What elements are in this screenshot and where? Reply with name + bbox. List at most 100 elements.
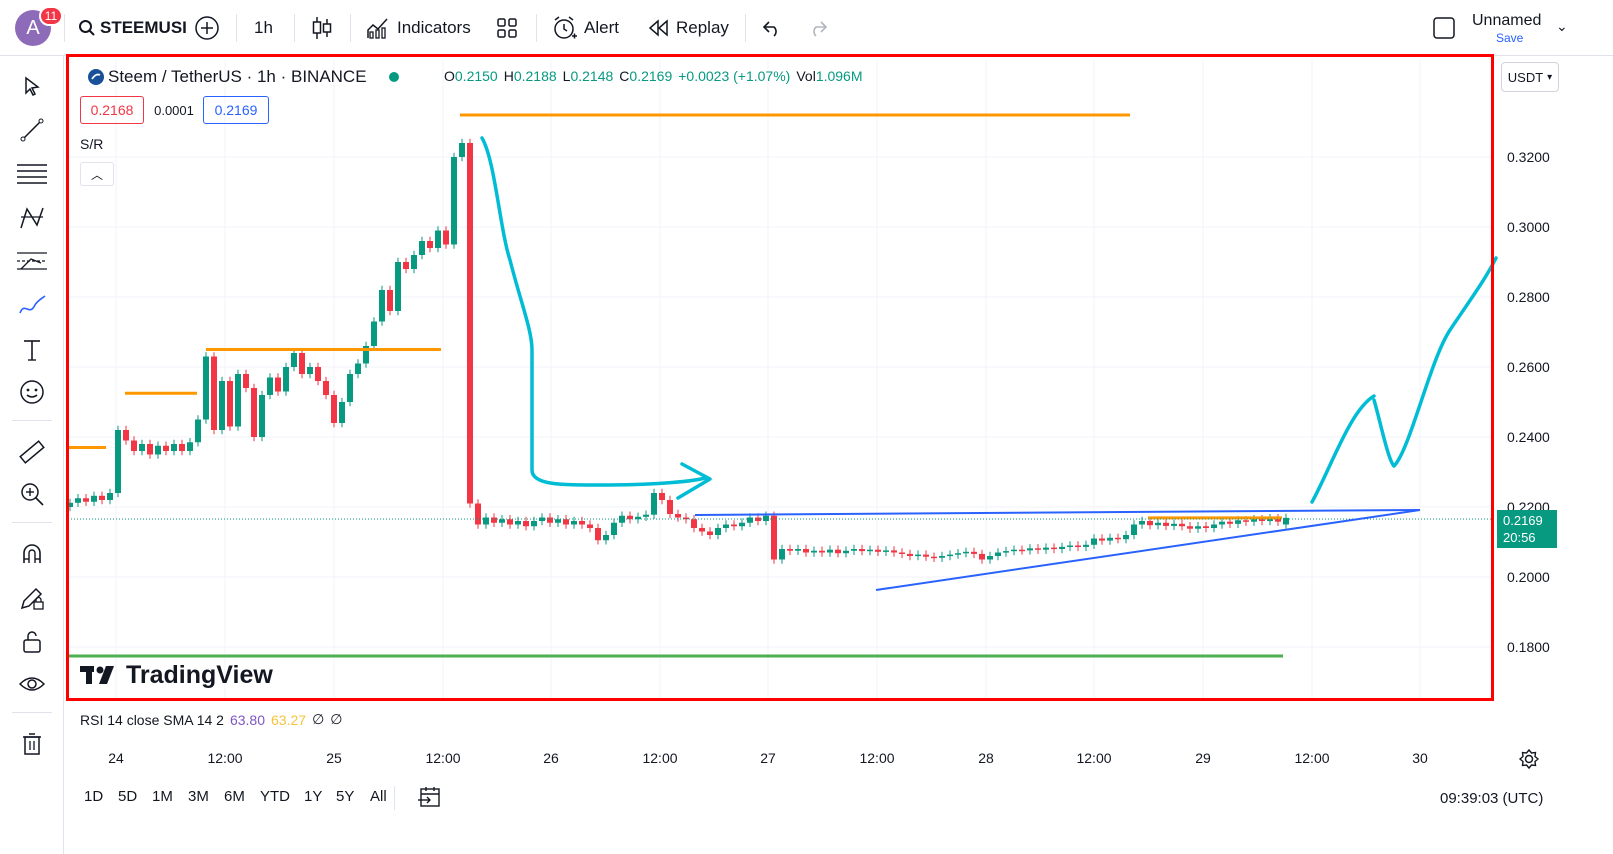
- candle: [259, 390, 265, 442]
- time-axis-label: 12:00: [1076, 750, 1112, 766]
- candle: [1107, 533, 1113, 545]
- zoom-tool[interactable]: [14, 476, 50, 512]
- resistance-trendline[interactable]: [694, 509, 1421, 516]
- candle: [771, 511, 777, 564]
- compare-symbol-button[interactable]: [194, 0, 220, 56]
- horizontal-lines-tool[interactable]: [14, 156, 50, 192]
- range-button-3m[interactable]: 3M: [188, 788, 209, 805]
- brush-icon: [19, 295, 46, 314]
- candle: [1163, 518, 1169, 531]
- toolbar-divider: [12, 420, 52, 421]
- support-trendline[interactable]: [875, 509, 1421, 591]
- range-button-1y[interactable]: 1Y: [304, 788, 323, 805]
- candle: [387, 285, 393, 316]
- candle: [611, 518, 617, 540]
- time-axis-label: 29: [1195, 750, 1211, 766]
- sell-price-button[interactable]: 0.2168: [80, 96, 144, 124]
- remove-tool[interactable]: [14, 726, 50, 762]
- rsi-legend[interactable]: RSI 14 close SMA 14 2 63.80 63.27 ∅ ∅: [80, 711, 342, 728]
- candle: [411, 250, 417, 274]
- templates-button[interactable]: [496, 0, 518, 56]
- lock-tool[interactable]: [14, 624, 50, 660]
- candle: [363, 341, 369, 368]
- pattern-tool[interactable]: [14, 200, 50, 236]
- brush-projection-drawing[interactable]: [1310, 256, 1498, 504]
- indicators-button[interactable]: Indicators: [366, 0, 471, 56]
- chevron-down-icon[interactable]: ⌄: [1556, 18, 1568, 34]
- range-button-6m[interactable]: 6M: [224, 788, 245, 805]
- brush-arrow-drawing[interactable]: [480, 136, 712, 500]
- replay-label: Replay: [676, 18, 729, 37]
- redo-button[interactable]: [808, 0, 828, 56]
- time-axis-label: 24: [108, 750, 124, 766]
- candle: [67, 498, 73, 512]
- candle: [139, 439, 145, 456]
- layout-name[interactable]: Unnamed: [1472, 12, 1542, 29]
- candle: [819, 546, 825, 557]
- candle: [699, 523, 705, 536]
- range-button-5d[interactable]: 5D: [118, 788, 138, 805]
- cursor-tool[interactable]: [14, 68, 50, 104]
- symbol-search[interactable]: STEEMUSI: [78, 0, 187, 56]
- candle: [947, 550, 953, 561]
- time-axis[interactable]: 24 12:00 25 12:00 26 12:00 27 12:00 28 12:00 29 12:…: [64, 742, 1544, 776]
- interval-label: 1h: [254, 18, 273, 37]
- emoji-tool[interactable]: [14, 374, 50, 410]
- rewind-icon: [648, 19, 668, 37]
- time-axis-label: 12:00: [859, 750, 895, 766]
- candle: [779, 544, 785, 564]
- chart-type-button[interactable]: [310, 0, 334, 56]
- unlock-icon: [23, 631, 41, 653]
- currency-select[interactable]: USDT ▾: [1501, 62, 1559, 92]
- close-key: C: [619, 68, 630, 84]
- goto-date-button[interactable]: [418, 785, 444, 813]
- replay-button[interactable]: Replay: [648, 0, 729, 56]
- range-button-5y[interactable]: 5Y: [336, 788, 355, 805]
- candle: [683, 513, 689, 524]
- symbol-title[interactable]: Steem / TetherUS · 1h · BINANCE: [108, 67, 367, 86]
- time-axis-label: 28: [978, 750, 994, 766]
- candle: [723, 520, 729, 533]
- zoom-in-icon: [21, 483, 44, 506]
- candle: [299, 348, 305, 379]
- collapse-legend-button[interactable]: ︿: [80, 162, 114, 186]
- candle: [619, 511, 625, 527]
- undo-button[interactable]: [762, 0, 782, 56]
- range-button-1d[interactable]: 1D: [84, 788, 104, 805]
- candle: [1083, 540, 1089, 552]
- divider: [394, 786, 395, 810]
- candle: [627, 511, 633, 524]
- alert-button[interactable]: Alert: [552, 0, 619, 56]
- candle: [475, 499, 481, 529]
- candle: [691, 515, 697, 533]
- open-key: O: [444, 68, 455, 84]
- utc-clock[interactable]: 09:39:03 (UTC): [1440, 790, 1544, 807]
- magnet-tool[interactable]: [14, 536, 50, 572]
- candle: [459, 138, 465, 162]
- candle: [931, 552, 937, 562]
- range-button-all[interactable]: All: [370, 788, 387, 805]
- hide-tool[interactable]: [14, 666, 50, 702]
- text-tool[interactable]: [14, 332, 50, 368]
- trendline-tool[interactable]: [14, 112, 50, 148]
- range-button-1m[interactable]: 1M: [152, 788, 173, 805]
- candle: [1043, 543, 1049, 554]
- buy-price-button[interactable]: 0.2169: [203, 96, 269, 124]
- interval-button[interactable]: 1h: [254, 0, 273, 56]
- brush-tool[interactable]: [14, 288, 50, 324]
- layout-square-button[interactable]: [1432, 0, 1456, 56]
- candle: [379, 285, 385, 326]
- candle: [635, 512, 641, 524]
- tradingview-logo[interactable]: TradingView: [80, 658, 273, 692]
- candle: [803, 544, 809, 557]
- fib-tool[interactable]: [14, 244, 50, 280]
- save-link[interactable]: Save: [1496, 31, 1524, 45]
- range-button-ytd[interactable]: YTD: [260, 788, 290, 805]
- candle: [963, 547, 969, 558]
- settings-gear-icon[interactable]: [1518, 748, 1540, 775]
- indicator-sr-label[interactable]: S/R: [80, 136, 104, 152]
- candle: [595, 523, 601, 545]
- measure-tool[interactable]: [14, 434, 50, 470]
- lock-drawings-tool[interactable]: [14, 580, 50, 616]
